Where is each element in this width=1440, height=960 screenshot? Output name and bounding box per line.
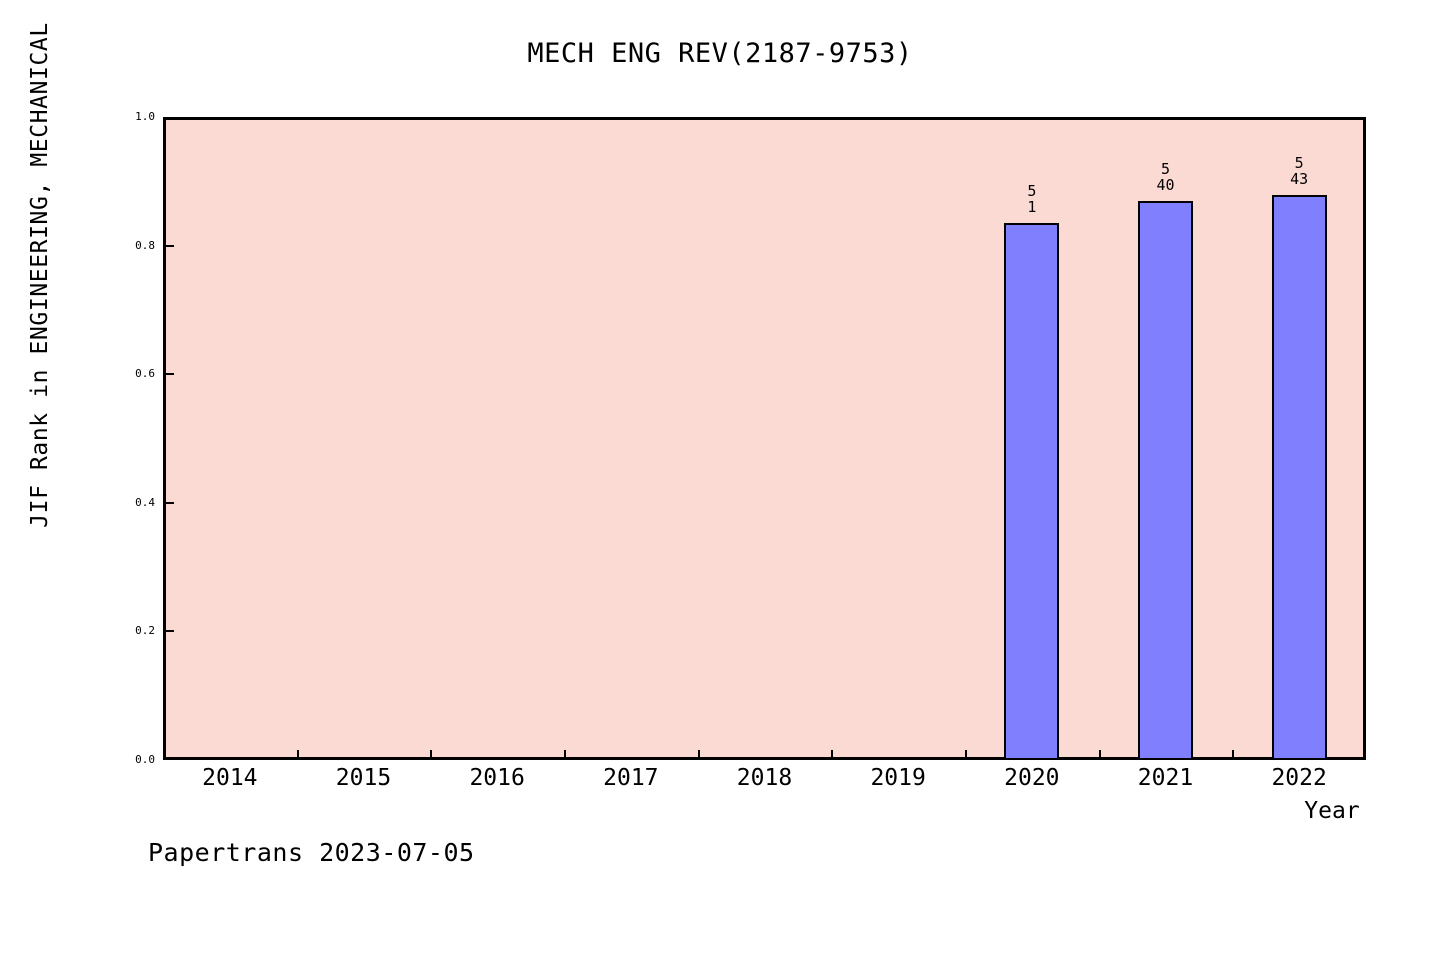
x-tick-label: 2017 bbox=[603, 765, 659, 791]
y-tick-mark bbox=[163, 244, 174, 247]
y-tick-label: 0.8 bbox=[135, 238, 155, 252]
x-tick-label: 2022 bbox=[1271, 765, 1327, 791]
x-tick-mark bbox=[1098, 750, 1101, 760]
bar-2020[interactable] bbox=[1004, 223, 1060, 760]
bar-value-label-top: 5 bbox=[1160, 159, 1171, 178]
y-tick-label: 0.2 bbox=[135, 624, 155, 638]
bar-value-label-top: 5 bbox=[1027, 182, 1037, 201]
y-axis-title: JIF Rank in ENGINEERING, MECHANICAL bbox=[27, 22, 53, 528]
chart-title: MECH ENG REV(2187-9753) bbox=[527, 38, 913, 69]
x-tick-label: 2015 bbox=[335, 765, 392, 791]
x-tick-mark bbox=[430, 750, 433, 760]
bar-value-label-bottom: 40 bbox=[1156, 175, 1175, 194]
x-tick-mark bbox=[564, 750, 566, 760]
bar-2022[interactable] bbox=[1271, 194, 1327, 760]
x-tick-label: 2019 bbox=[870, 765, 926, 791]
y-tick-label: 0.4 bbox=[135, 495, 155, 509]
y-tick-mark bbox=[163, 501, 174, 504]
y-tick-label: 0.6 bbox=[135, 367, 155, 381]
x-tick-mark bbox=[296, 750, 299, 760]
y-tick-label: 0.0 bbox=[135, 753, 155, 766]
x-axis-title: Year bbox=[1304, 798, 1360, 824]
y-tick-mark bbox=[163, 630, 174, 633]
footer-annotation: Papertrans 2023-07-05 bbox=[148, 838, 475, 867]
bar-value-label-bottom: 1 bbox=[1027, 198, 1037, 217]
x-tick-mark bbox=[965, 750, 967, 760]
x-tick-label: 2018 bbox=[736, 765, 793, 791]
y-tick-label: 1.0 bbox=[135, 110, 155, 123]
x-tick-label: 2021 bbox=[1137, 765, 1194, 791]
bar-value-label-bottom: 43 bbox=[1290, 169, 1309, 188]
bar-2021[interactable] bbox=[1138, 200, 1193, 760]
x-tick-mark bbox=[831, 750, 834, 760]
y-tick-mark bbox=[163, 373, 174, 376]
bar-value-label-2022: 5 43 bbox=[1239, 155, 1359, 187]
bar-value-label-top: 5 bbox=[1294, 153, 1304, 172]
bar-value-label-2021: 5 40 bbox=[1106, 161, 1226, 193]
x-tick-mark bbox=[1232, 750, 1235, 760]
x-tick-mark bbox=[697, 750, 700, 760]
x-tick-label: 2020 bbox=[1004, 765, 1060, 791]
x-tick-label: 2014 bbox=[202, 765, 258, 791]
x-tick-label: 2016 bbox=[469, 765, 525, 791]
